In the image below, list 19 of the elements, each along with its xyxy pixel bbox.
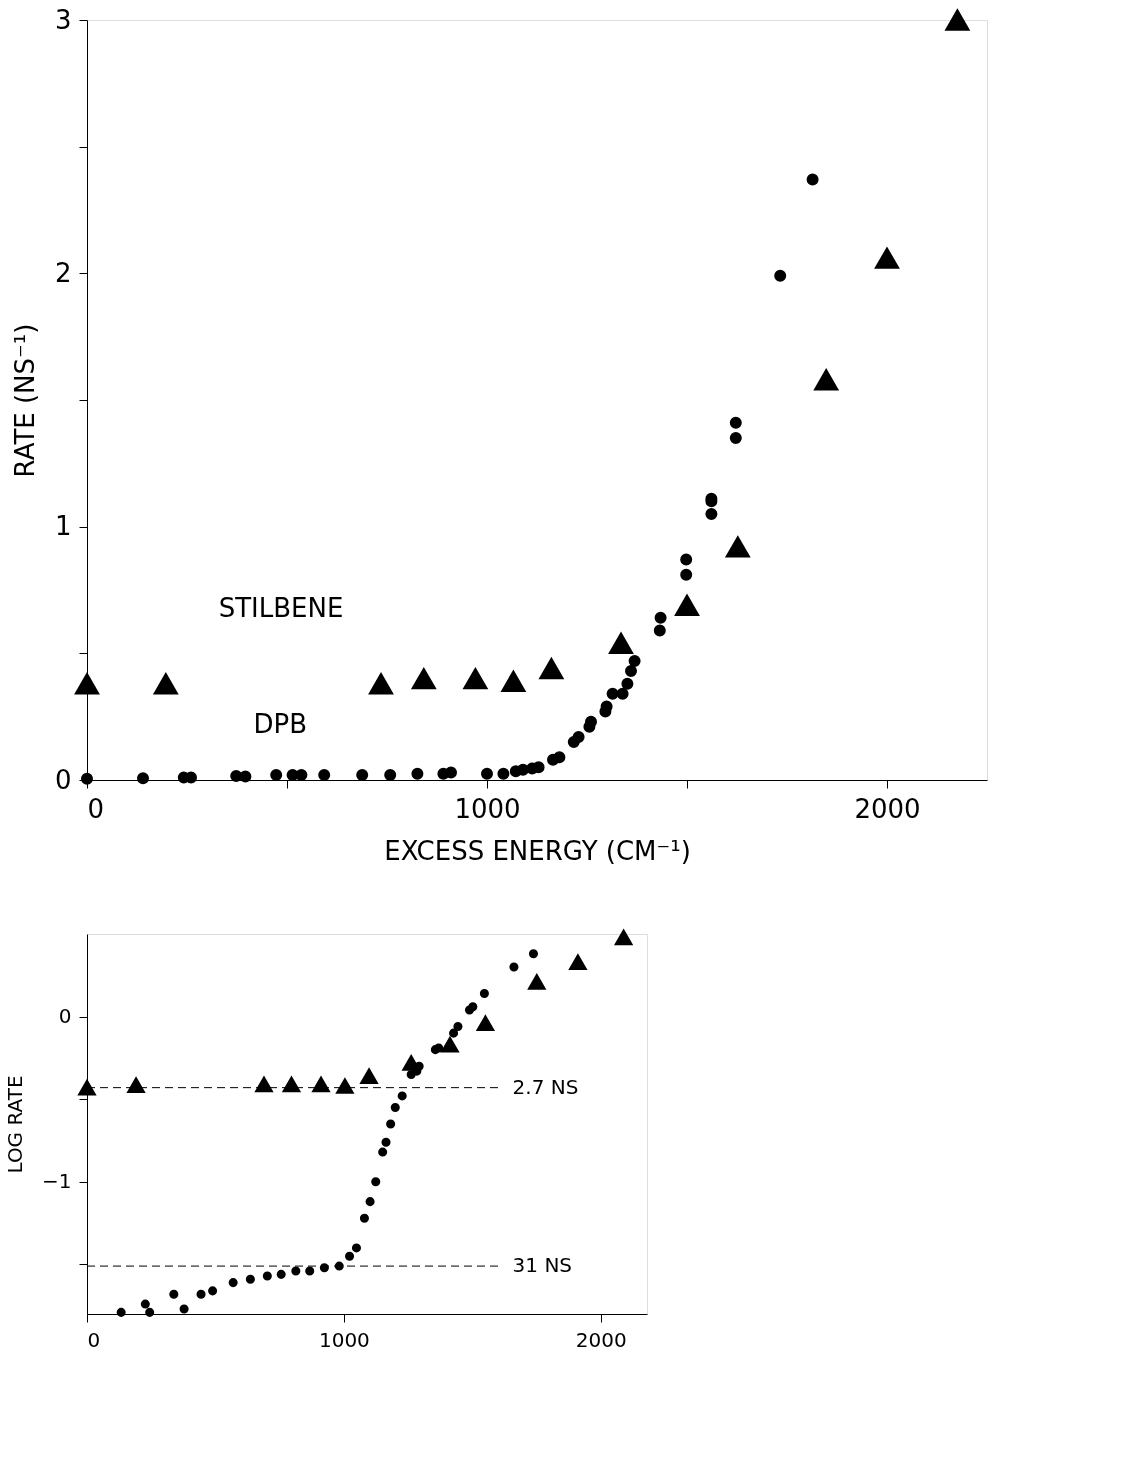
y-tick-label: 1 [54, 511, 72, 542]
x-tick-label: 0 [87, 1327, 101, 1352]
x-tick-label: 1000 [318, 1327, 370, 1352]
y-axis-title: LOG RATE [3, 1075, 28, 1174]
text: STILBENE [218, 592, 344, 623]
y-axis-title: RATE (NS⁻¹) [9, 323, 40, 478]
x-tick-label: 0 [87, 793, 105, 824]
y-tick-label: −1 [42, 1169, 72, 1194]
ref-line-label: 2.7 NS [512, 1074, 579, 1099]
series-label: DPB [253, 708, 307, 739]
y-tick-label: 2 [54, 257, 72, 288]
x-tick-label: 2000 [575, 1327, 627, 1352]
ref-line-label: 31 NS [512, 1253, 573, 1278]
y-tick-label: 0 [58, 1004, 72, 1029]
x-axis-title: EXCESS ENERGY (CM⁻¹) [384, 835, 691, 866]
y-tick-label: 3 [54, 4, 72, 35]
x-tick-label: 2000 [854, 793, 921, 824]
x-tick-label: 1000 [454, 793, 521, 824]
y-tick-label: 0 [54, 764, 72, 795]
